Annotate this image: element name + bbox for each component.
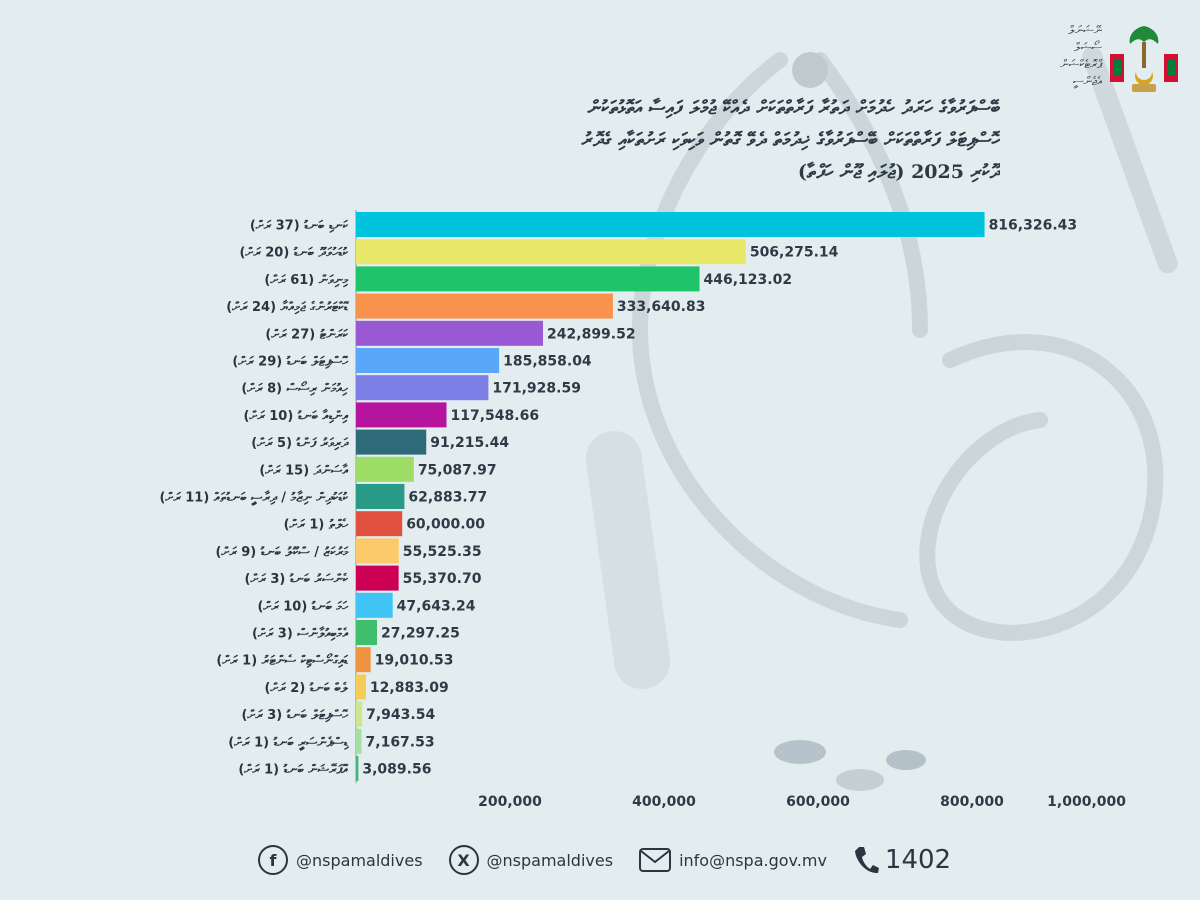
category-label: ކުޑަހުވަދޫ ބަނޑު (20 ރަށް) [239,246,348,261]
bar [356,701,363,727]
category-label: މަރުކަޒު / ސްކޫލު ބަނޑު (9 ރަށް) [215,545,349,560]
bar-value-label: 185,858.04 [503,354,592,370]
chart-title: ބޭސްފަރުވާގެ ހަރަދު ހެދުމަށް ދަތުރާ ފަރާ… [150,92,1000,188]
bar [356,212,985,237]
category-label: އާސަންދަ (15 ރަށް) [259,463,348,478]
bar [356,565,399,591]
bar [356,239,746,265]
category-label: ޑިސްޕެންސަރީ ބަނޑު (1 ރަށް) [228,735,349,751]
bar [356,511,403,537]
bar [356,674,366,700]
bar-value-label: 242,899.52 [547,326,636,342]
email-contact[interactable]: info@nspa.gov.mv [639,848,827,872]
bar-value-label: 19,010.53 [375,653,454,669]
contact-footer: f @nspamaldives X @nspamaldives info@nsp… [258,830,958,890]
category-label: ލެބް ބަނޑު (2 ރަށް) [264,681,348,696]
bar-value-label: 171,928.59 [492,381,581,397]
category-label: ހެލްތު (1 ރަށް) [284,518,350,533]
x-tick-label: 400,000 [632,794,696,810]
bar-value-label: 55,370.70 [403,571,482,587]
bar [356,728,362,754]
bar-value-label: 7,167.53 [366,734,435,750]
bar [356,592,393,618]
bar-value-label: 816,326.43 [989,218,1078,234]
bar [356,375,489,401]
bar-chart: 816,326.43 ކަނޑި ބަނޑު (37 ރަށް) 506,275.1… [159,210,1126,810]
category-label: ހަމަ ބަނޑު (10 ރަށް) [257,599,349,614]
bar-value-label: 7,943.54 [366,707,435,723]
x-tick-label: 200,000 [478,794,542,810]
org-line: ނޭޝަނަލް [1067,23,1102,37]
phone-icon [854,847,879,874]
bar-value-label: 62,883.77 [408,490,487,506]
facebook-icon: f [258,845,288,875]
facebook-handle: @nspamaldives [296,850,423,870]
organization-name: ނޭޝަނަލް ސޯޝަލް ޕްރޮޓެކްޝަން އެޖެންސީ [1010,22,1102,90]
category-label: އޮޕަރޭޝަން ބަނޑު (1 ރަށް) [238,763,348,778]
bar [356,429,427,455]
category-label: ޑައިގްނޯސްޓިކް ސެންޓަރު (1 ރަށް) [216,652,348,669]
x-handle: @nspamaldives [486,850,614,870]
email-address: info@nspa.gov.mv [679,850,827,870]
bar [356,348,500,373]
bar-value-label: 60,000.00 [406,517,485,533]
bar-value-label: 12,883.09 [370,680,449,696]
bar [356,293,613,319]
government-emblem-logo [1110,26,1178,92]
category-label: ކަރަންޓު (27 ރަށް) [265,327,348,342]
category-label: ޑޮކްޓަރުންގެ ޖަމިއްޔާ (24 ރަށް) [226,300,349,315]
bar [356,538,399,564]
category-label: ކަނޑި ބަނޑު (37 ރަށް) [250,219,349,234]
bar [356,756,359,781]
bar-value-label: 3,089.56 [362,762,431,778]
title-line-1: ބޭސްފަރުވާގެ ހަރަދު ހެދުމަށް ދަތުރާ ފަރާ… [587,97,1000,119]
category-label: ކެންސަރު ބަނޑު (3 ރަށް) [245,572,349,587]
category-label: ހޮސްޕިޓަލް ބަނޑު (29 ރަށް) [232,355,349,370]
bar-value-label: 75,087.97 [418,462,497,478]
category-label: ދަރިވަރު ފަންޑު (5 ރަށް) [251,436,349,451]
bar [356,620,378,645]
bar-value-label: 333,640.83 [617,299,706,315]
bar-value-label: 91,215.44 [430,435,509,451]
bar-value-label: 55,525.35 [403,544,482,560]
x-tick-label: 800,000 [940,794,1004,810]
hotline-contact[interactable]: 1402 [853,845,951,875]
bar [356,484,405,509]
bar [356,266,700,292]
category-label: މިނިވަން (61 ރަށް) [264,273,348,288]
x-icon: X [448,845,479,875]
bar-value-label: 47,643.24 [397,598,476,614]
email-icon [639,848,672,872]
bar-value-label: 506,275.14 [750,245,839,261]
hotline-number: 1402 [884,845,952,875]
category-label: ހިއުމަން ރިސޯސް (8 ރަށް) [241,380,348,397]
bar [356,647,371,673]
bar [356,402,447,428]
bar-value-label: 446,123.02 [704,272,793,288]
category-label: އެމްބިއުލާންސް (3 ރަށް) [252,627,348,642]
title-line-3: ދޫކުރި 2025 (ޖުލައި ޖޫން ހަފްތާ) [797,161,1000,183]
bar-value-label: 27,297.25 [381,626,460,642]
bar [356,456,414,482]
bar [356,320,544,346]
x-tick-label: 600,000 [786,794,850,810]
title-line-2: ހޮސްޕިޓަލް ފަރާތްތަކަށް ބޭސްފަރުވާގެ ޚިދ… [581,129,1000,151]
bar-value-label: 117,548.66 [451,408,540,424]
category-label: ކުޑަކުދިން ނިޒާމު / ދިރާސީ ބަނޑުތައް (11… [159,491,348,507]
x-tick-label: 1,000,000 [1047,794,1126,810]
org-line: ޕްރޮޓެކްޝަން [1060,57,1102,71]
category-label: ހޮސްޕިޓަލް ބަނޑު (3 ރަށް) [241,708,349,723]
org-line: އެޖެންސީ [1072,74,1102,88]
x-contact[interactable]: X @nspamaldives [448,845,614,875]
org-line: ސޯޝަލް [1073,40,1102,54]
category-label: އިންޑިއާ ބަނޑު (10 ރަށް) [243,409,348,424]
facebook-contact[interactable]: f @nspamaldives [258,845,423,875]
